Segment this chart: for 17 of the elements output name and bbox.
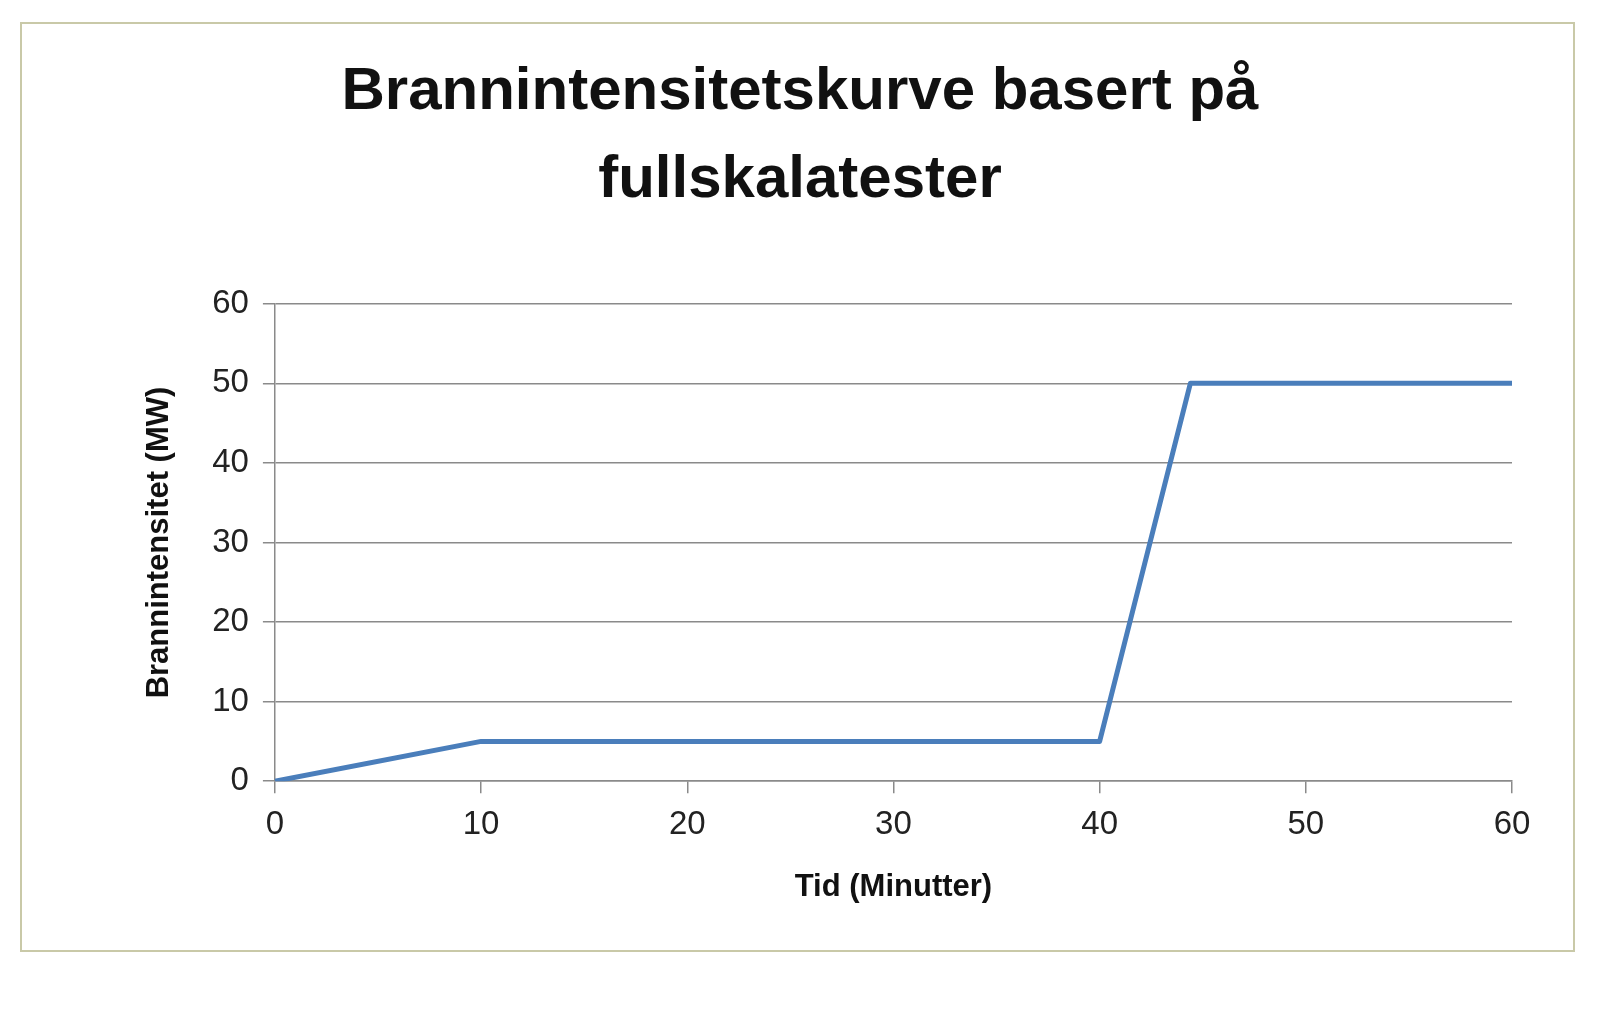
x-axis-title: Tid (Minutter) <box>794 867 993 903</box>
x-tick-label: 60 <box>1493 804 1531 842</box>
y-tick-label: 60 <box>212 282 249 320</box>
x-tick-label: 10 <box>462 804 500 842</box>
y-tick-label: 20 <box>212 601 249 639</box>
y-axis-title: Brannintensitet (MW) <box>140 386 176 699</box>
x-tick-label: 50 <box>1287 804 1325 842</box>
chart-title: Brannintensitetskurve basert på fullskalatester <box>340 54 1260 212</box>
x-tick-label: 30 <box>875 804 912 842</box>
x-tick-label: 40 <box>1081 804 1118 842</box>
x-tick-label: 0 <box>265 804 285 842</box>
y-tick-label: 40 <box>212 442 249 480</box>
y-tick-label: 0 <box>230 760 249 798</box>
y-tick-label: 30 <box>212 521 249 559</box>
y-tick-label: 10 <box>212 680 249 718</box>
y-tick-label: 50 <box>212 362 249 400</box>
x-tick-label: 20 <box>668 804 706 842</box>
